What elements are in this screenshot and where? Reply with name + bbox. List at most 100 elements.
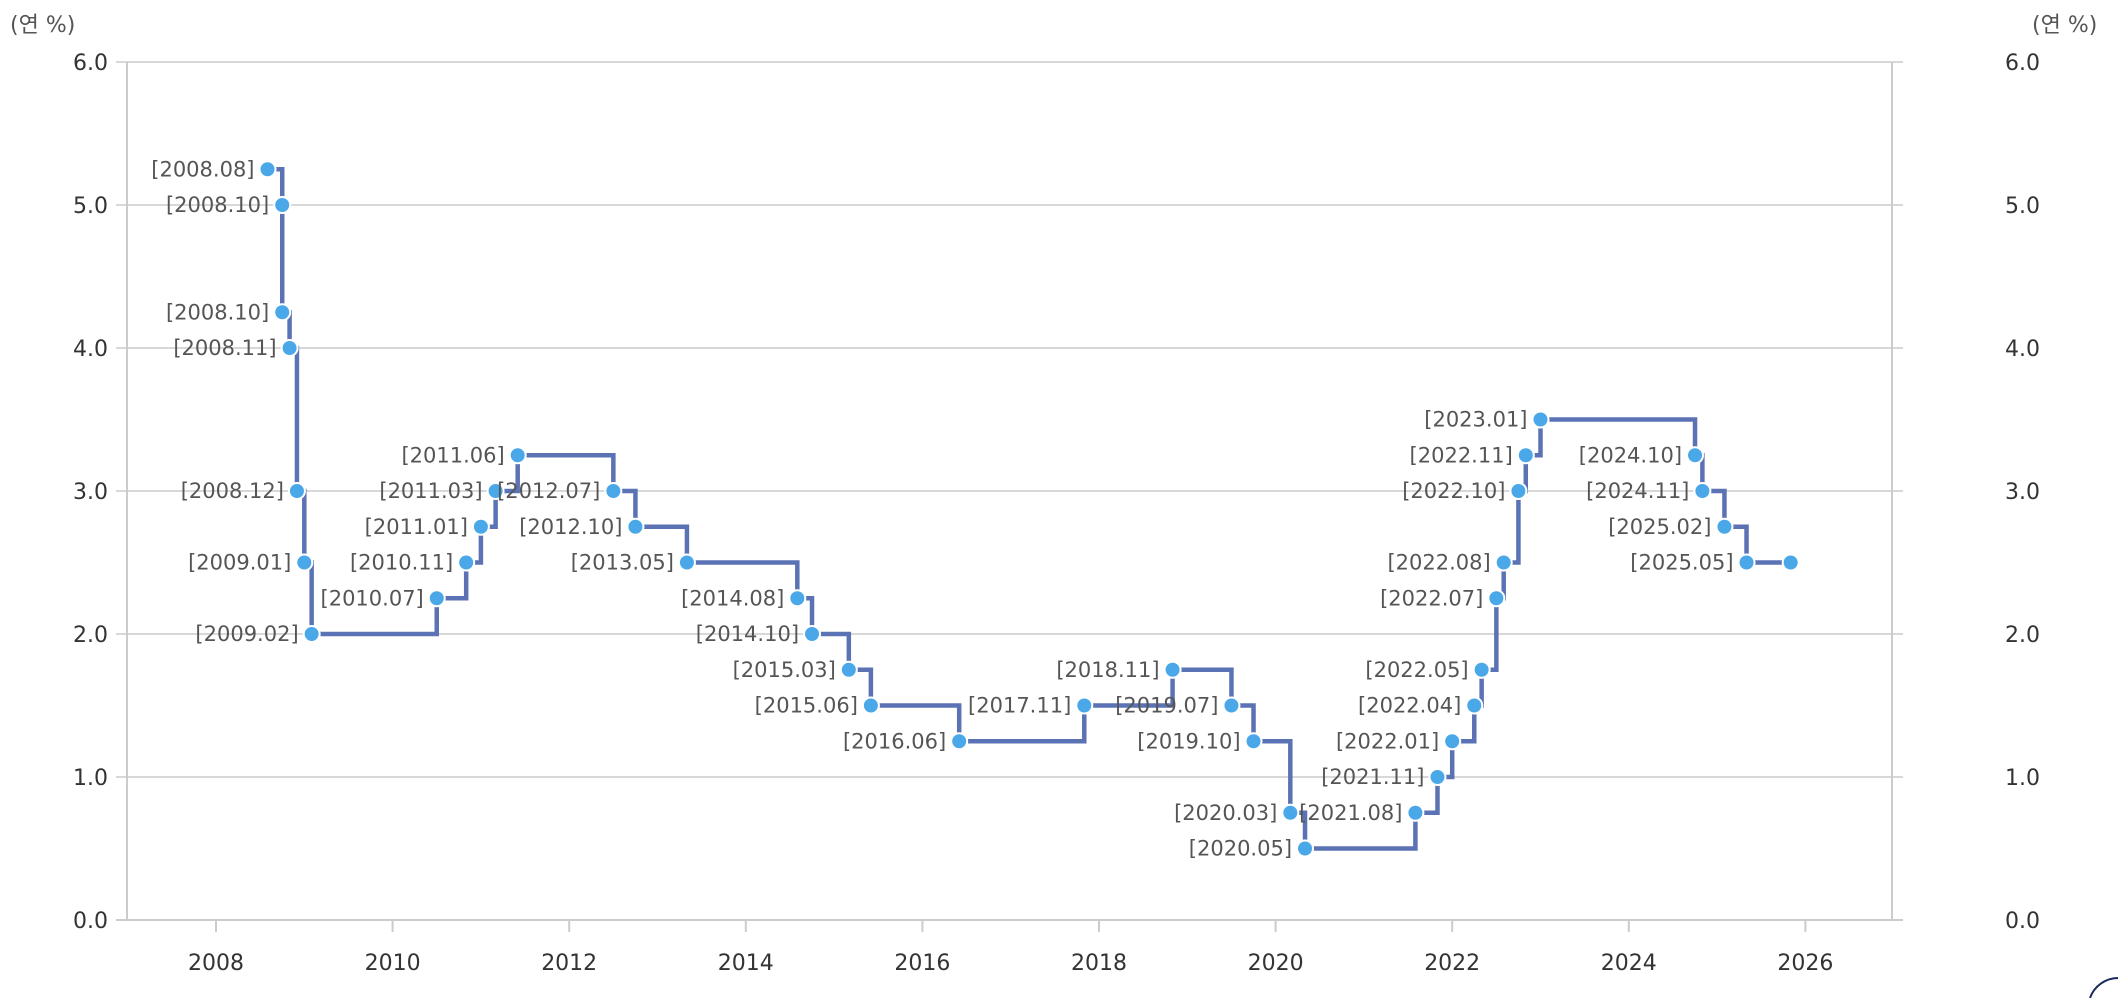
data-label: [2017.11] [968, 694, 1071, 718]
data-label: [2022.10] [1402, 479, 1505, 503]
data-point[interactable] [287, 482, 306, 500]
data-point[interactable] [1737, 553, 1756, 572]
y-tick-label-right: 5.0 [2005, 194, 2040, 219]
data-label: [2014.08] [681, 586, 784, 610]
data-point[interactable] [1443, 732, 1462, 751]
y-tick-label-left: 3.0 [73, 480, 108, 505]
data-label: [2011.01] [365, 515, 468, 539]
data-point[interactable] [1715, 517, 1734, 536]
data-point[interactable] [1686, 446, 1705, 465]
x-tick-label: 2024 [1601, 951, 1657, 976]
data-point[interactable] [457, 553, 476, 572]
data-label: [2016.06] [843, 729, 946, 753]
data-label: [2024.11] [1586, 479, 1689, 503]
x-tick-label: 2020 [1248, 951, 1304, 976]
data-point[interactable] [604, 482, 623, 500]
y-tick-label-left: 2.0 [73, 623, 108, 648]
data-point[interactable] [677, 553, 696, 572]
y-tick-label-left: 1.0 [73, 766, 108, 791]
data-point[interactable] [295, 553, 314, 572]
y-tick-label-right: 6.0 [2005, 51, 2040, 76]
data-point[interactable] [1296, 839, 1315, 858]
data-point[interactable] [1781, 553, 1800, 572]
data-label: [2022.07] [1380, 586, 1483, 610]
data-point[interactable] [1494, 553, 1513, 572]
x-tick-label: 2026 [1777, 951, 1833, 976]
data-point[interactable] [258, 160, 277, 179]
data-point[interactable] [950, 732, 969, 751]
y-tick-label-left: 5.0 [73, 194, 108, 219]
corner-circle-icon[interactable] [2089, 977, 2118, 998]
data-label: [2018.11] [1056, 658, 1159, 682]
data-label: [2025.05] [1630, 551, 1733, 575]
y-tick-label-left: 6.0 [73, 51, 108, 76]
data-label: [2022.11] [1410, 443, 1513, 467]
data-point[interactable] [508, 446, 527, 465]
data-label: [2022.08] [1387, 551, 1490, 575]
right-unit-label: (연 %) [2032, 13, 2097, 38]
data-label: [2024.10] [1579, 443, 1682, 467]
data-point[interactable] [486, 482, 505, 500]
right-y-ticks: 0.0 1.0 2.0 3.0 4.0 5.0 6.0 [2005, 51, 2040, 934]
data-label: [2019.07] [1115, 694, 1218, 718]
data-point[interactable] [1509, 482, 1528, 500]
data-point[interactable] [280, 339, 299, 357]
data-point[interactable] [788, 589, 807, 608]
data-point[interactable] [1163, 660, 1182, 679]
data-point[interactable] [626, 517, 645, 536]
data-label: [2010.07] [321, 586, 424, 610]
data-point[interactable] [1244, 732, 1263, 751]
y-tick-label-left: 0.0 [73, 909, 108, 934]
data-label: [2008.11] [173, 336, 276, 360]
data-point[interactable] [1406, 803, 1425, 822]
x-tick-label: 2018 [1071, 951, 1127, 976]
data-point[interactable] [1472, 660, 1491, 679]
data-point[interactable] [1075, 696, 1094, 715]
data-point[interactable] [803, 625, 822, 643]
data-label: [2008.10] [166, 300, 269, 324]
x-tick-label: 2016 [894, 951, 950, 976]
data-point[interactable] [427, 589, 446, 608]
data-label: [2009.01] [188, 551, 291, 575]
data-label: [2012.10] [519, 515, 622, 539]
left-unit-label: (연 %) [10, 13, 75, 38]
data-label: [2025.02] [1608, 515, 1711, 539]
data-point[interactable] [1693, 482, 1712, 500]
y-tick-label-right: 3.0 [2005, 480, 2040, 505]
rate-step-line [267, 167, 1791, 851]
data-label: [2020.03] [1174, 801, 1277, 825]
data-point[interactable] [471, 517, 490, 536]
data-point[interactable] [1487, 589, 1506, 608]
y-tick-label-right: 4.0 [2005, 337, 2040, 362]
data-label: [2022.04] [1358, 694, 1461, 718]
data-label: [2011.06] [401, 443, 504, 467]
axes [116, 62, 1903, 921]
data-point[interactable] [1428, 768, 1447, 786]
data-point[interactable] [1281, 803, 1300, 822]
data-point[interactable] [861, 696, 880, 715]
data-point[interactable] [273, 196, 292, 214]
data-label: [2021.08] [1299, 801, 1402, 825]
data-label: [2023.01] [1424, 408, 1527, 432]
data-label: [2008.08] [151, 157, 254, 181]
x-tick-label: 2012 [541, 951, 597, 976]
data-label: [2013.05] [571, 551, 674, 575]
data-point[interactable] [1222, 696, 1241, 715]
data-label: [2022.05] [1365, 658, 1468, 682]
data-point[interactable] [302, 625, 321, 643]
y-tick-label-left: 4.0 [73, 337, 108, 362]
data-point[interactable] [839, 660, 858, 679]
data-label: [2009.02] [195, 622, 298, 646]
data-label: [2019.10] [1137, 729, 1240, 753]
data-labels: [2008.08] [2008.10] [2008.10] [2008.11] [200… [151, 157, 1733, 860]
data-points [258, 160, 1800, 858]
data-label: [2020.05] [1189, 837, 1292, 861]
data-label: [2008.12] [181, 479, 284, 503]
data-point[interactable] [273, 303, 292, 322]
left-y-ticks: 0.0 1.0 2.0 3.0 4.0 5.0 6.0 [73, 51, 108, 934]
x-tick-label: 2008 [188, 951, 244, 976]
data-point[interactable] [1465, 696, 1484, 715]
data-point[interactable] [1516, 446, 1535, 465]
data-point[interactable] [1531, 410, 1550, 429]
